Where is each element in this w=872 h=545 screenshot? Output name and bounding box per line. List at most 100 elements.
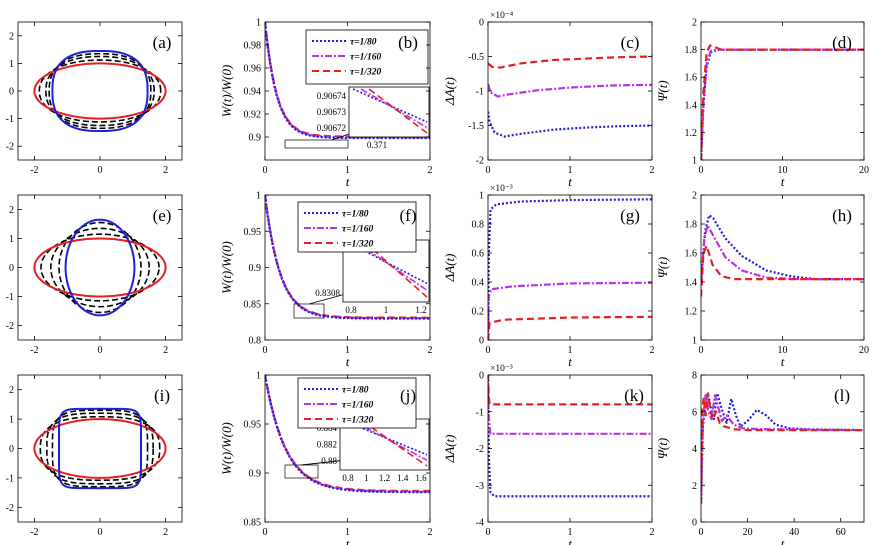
y-tick-label: 1.6	[685, 73, 698, 84]
y-tick-label: 0	[479, 371, 484, 382]
y-tick-label: 1	[9, 59, 14, 70]
y-tick-label: -2	[6, 321, 14, 332]
intermediate-shape	[51, 409, 149, 488]
x-tick-label: 2	[163, 345, 168, 356]
series-line-1	[488, 198, 652, 340]
x-tick-label: 0	[699, 345, 704, 356]
series-line-3	[488, 55, 652, 69]
panel-g: 0 1 2 0 0.2 0.4 0.6 0.8 1 (g) t ΔA(t) ×10⁻³	[442, 184, 655, 369]
y-tick-label: 0.9	[249, 469, 262, 480]
panel-a: -2 0 2 -2 -1 0 1 2 (a)	[6, 21, 183, 176]
x-tick-label: 20	[743, 527, 753, 538]
inset-series-3	[361, 420, 428, 467]
y-axis-label: W(t)/W(0)	[219, 65, 234, 118]
x-axis-label: t	[781, 536, 785, 545]
x-tick-label: 2	[650, 345, 655, 356]
inset-y-tick: 0.882	[317, 440, 337, 450]
y-axis-label: W(t)/W(0)	[219, 241, 234, 294]
inset-y-tick: 0.90674	[317, 91, 347, 101]
series-line-1	[701, 214, 864, 283]
legend-label-2: τ=1/160	[342, 401, 374, 411]
y-tick-label: -0.5	[468, 52, 484, 63]
series-line-2	[488, 83, 652, 98]
y-tick-label: 2	[9, 385, 14, 396]
x-tick-label: 20	[859, 165, 869, 176]
x-tick-label: -2	[30, 345, 38, 356]
initial-ellipse	[33, 237, 167, 298]
series-line-2	[265, 375, 430, 493]
y-axis-label: Ψ(t)	[655, 438, 670, 459]
y-tick-label: -1.5	[468, 121, 484, 132]
y-tick-label: -4	[476, 518, 484, 529]
series-line-1	[701, 48, 864, 160]
x-tick-label: 1	[568, 345, 573, 356]
panel-c: 0 1 2 -2 -1.5 -1 -0.5 0 (c) t ΔA(t) ×10⁻⁴	[442, 11, 655, 189]
plot-area	[701, 214, 864, 297]
series-line-1	[265, 22, 430, 140]
panel-label: (f)	[400, 206, 417, 225]
panel-label: (k)	[624, 386, 644, 405]
y-tick-label: -2	[6, 142, 14, 153]
panel-label: (c)	[621, 33, 640, 52]
x-axis-label: t	[781, 354, 785, 369]
series-line-3	[701, 392, 864, 504]
inset-y-tick: 0.90672	[317, 123, 346, 133]
panel-label: (i)	[154, 386, 170, 405]
inset-y-tick: 0.90673	[317, 107, 347, 117]
series-line-3	[488, 375, 652, 406]
axis-multiplier: ×10⁻³	[490, 364, 513, 374]
x-tick-label: 1	[345, 527, 350, 538]
plot-area	[701, 44, 864, 160]
x-tick-label: 1	[568, 165, 573, 176]
inset-x-tick: 1.2	[415, 305, 426, 315]
y-tick-label: 0	[9, 263, 14, 274]
legend-label-3: τ=1/320	[350, 68, 382, 78]
panel-label: (e)	[153, 206, 172, 225]
x-axis-label: t	[781, 174, 785, 189]
intermediate-shape	[45, 55, 155, 127]
series-line-2	[701, 394, 864, 504]
inset-x-tick: 1	[384, 305, 389, 315]
y-axis-label: ΔA(t)	[442, 435, 457, 464]
x-tick-label: 2	[428, 345, 433, 356]
y-tick-label: 8	[692, 371, 697, 382]
axis-multiplier: ×10⁻⁴	[490, 11, 514, 21]
y-tick-label: 1.8	[685, 45, 698, 56]
x-tick-label: 40	[789, 527, 799, 538]
y-tick-label: 0.95	[244, 227, 262, 238]
x-axis-label: t	[346, 536, 350, 545]
y-tick-label: 1	[479, 191, 484, 202]
plot-area	[265, 375, 430, 494]
intermediate-shape	[38, 59, 162, 123]
panel-k: 0 1 2 -4 -3 -2 -1 0 (k) t ΔA(t) ×10⁻³	[442, 364, 655, 545]
x-tick-label: 0	[699, 165, 704, 176]
series-line-3	[488, 315, 652, 340]
x-tick-label: 0	[263, 527, 268, 538]
y-tick-label: 1	[256, 191, 261, 202]
y-tick-label: 0.85	[244, 518, 262, 529]
inset-x-tick: 1	[364, 473, 369, 483]
series-line-2	[265, 195, 430, 320]
legend-label-3: τ=1/320	[342, 416, 374, 426]
x-tick-label: 2	[650, 527, 655, 538]
x-tick-label: 1	[345, 165, 350, 176]
intermediate-shape	[46, 412, 154, 485]
inset-y-tick: 0.88	[321, 456, 337, 466]
y-tick-label: 0.6	[472, 249, 485, 260]
y-tick-label: -1	[476, 87, 484, 98]
y-tick-label: 6	[692, 407, 697, 418]
inset-x-tick: 1.2	[379, 473, 390, 483]
y-tick-label: 1	[256, 371, 261, 382]
panel-j: 0.8840.8820.880.811.21.41.6τ=1/80τ=1/160…	[219, 371, 433, 545]
x-axis-label: t	[346, 354, 350, 369]
y-tick-label: 1	[692, 156, 697, 167]
y-tick-label: 0.8	[249, 336, 262, 347]
inset-series-3	[368, 88, 428, 134]
y-tick-label: -1	[476, 407, 484, 418]
final-shape	[64, 218, 136, 317]
y-tick-label: 4	[692, 444, 697, 455]
y-tick-label: -1	[6, 473, 14, 484]
y-tick-label: 0	[479, 336, 484, 347]
plot-area	[265, 195, 430, 320]
